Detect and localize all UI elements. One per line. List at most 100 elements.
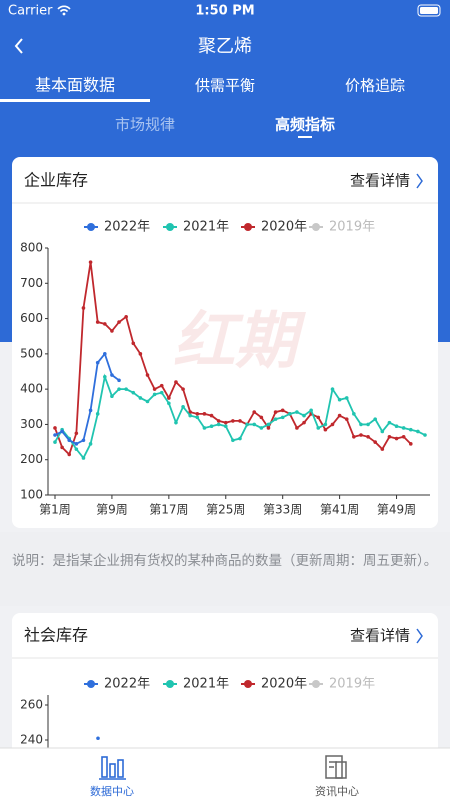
data-point (352, 412, 356, 416)
data-point (167, 396, 171, 400)
y-tick-label: 700 (20, 276, 43, 290)
data-point (288, 412, 292, 416)
y-tick-label: 300 (20, 417, 43, 431)
data-point (223, 420, 228, 425)
data-point (359, 433, 363, 437)
y-tick-label: 100 (20, 488, 43, 502)
data-point (188, 410, 192, 414)
data-point (103, 322, 107, 326)
data-point (159, 383, 164, 388)
data-point (195, 415, 200, 420)
legend-label[interactable]: 2021年 (183, 677, 229, 692)
news-icon[interactable] (325, 755, 347, 779)
data-point (316, 415, 321, 420)
data-point (174, 420, 178, 425)
y-tick-label: 800 (20, 241, 43, 255)
x-tick-label: 第1周 (39, 503, 71, 517)
data-point (266, 422, 271, 427)
legend-label[interactable]: 2022年 (104, 677, 150, 692)
data-point (181, 404, 185, 409)
x-tick-label: 第33周 (263, 503, 302, 517)
data-point (423, 433, 427, 437)
tab-bar-item[interactable]: 数据中心 (90, 784, 134, 798)
data-point (401, 434, 406, 439)
detail-link[interactable]: 查看详情 (350, 627, 410, 645)
legend-label[interactable]: 2021年 (183, 220, 229, 235)
data-point (81, 456, 86, 460)
data-point (88, 408, 93, 413)
data-point (337, 413, 342, 418)
series-line (54, 352, 120, 445)
data-point (380, 447, 385, 451)
data-point (366, 422, 370, 427)
sub-tab[interactable]: 市场规律 (115, 116, 175, 134)
tab[interactable]: 供需平衡 (195, 77, 255, 95)
tab-bar-item[interactable]: 资讯中心 (315, 785, 359, 798)
data-point (81, 438, 86, 443)
tab-bar (0, 748, 450, 800)
data-point (131, 341, 136, 346)
data-point (131, 390, 136, 395)
wifi-icon (57, 5, 71, 13)
data-point (231, 419, 235, 423)
detail-link[interactable]: 查看详情 (350, 172, 410, 190)
data-point (145, 399, 150, 404)
data-point (117, 320, 121, 324)
back-button[interactable] (14, 38, 23, 54)
data-point (110, 394, 114, 399)
data-point (53, 426, 57, 430)
data-point (53, 433, 57, 437)
legend-label[interactable]: 2022年 (104, 220, 150, 235)
x-tick-label: 第9周 (96, 503, 128, 517)
carrier: Carrier (8, 4, 53, 19)
chevron (416, 173, 423, 189)
data-point (259, 426, 264, 430)
data-point (259, 415, 264, 420)
data-point (103, 352, 107, 356)
data-point (181, 387, 185, 391)
legend-label[interactable]: 2019年 (329, 220, 375, 235)
data-point (74, 442, 79, 446)
data-point (330, 422, 335, 427)
legend-marker (244, 223, 252, 231)
legend-label[interactable]: 2020年 (261, 220, 307, 235)
legend-label[interactable]: 2019年 (329, 677, 375, 692)
data-point (53, 440, 57, 444)
tab[interactable]: 基本面数据 (35, 76, 115, 95)
data-point (223, 424, 228, 428)
data-icon[interactable] (99, 756, 126, 780)
data-point (394, 436, 399, 441)
wifi-dot (62, 12, 66, 16)
data-point (195, 412, 200, 416)
x-tick-label: 第17周 (149, 503, 188, 517)
data-point (174, 380, 178, 384)
data-point (95, 320, 100, 324)
data-point (209, 424, 214, 428)
data-point (216, 419, 221, 423)
data-point (238, 419, 242, 423)
data-point (323, 427, 328, 432)
data-point (152, 392, 157, 397)
data-point (302, 413, 306, 418)
clock: 1:50 PM (195, 4, 254, 19)
data-point (88, 260, 93, 264)
tab[interactable]: 价格追踪 (345, 77, 405, 95)
data-point (159, 390, 164, 395)
data-point (295, 426, 299, 430)
data-point (408, 442, 413, 446)
x-tick-label: 第25周 (206, 503, 245, 517)
data-point (110, 329, 114, 333)
x-tick-label: 第49周 (377, 503, 416, 517)
data-point (117, 378, 121, 383)
sub-tab[interactable]: 高频指标 (275, 116, 335, 134)
battery-level (420, 7, 438, 14)
data-point (273, 410, 278, 414)
legend-label[interactable]: 2020年 (261, 677, 307, 692)
data-point (387, 420, 392, 425)
data-point (202, 412, 207, 416)
y-tick-label: 200 (20, 452, 43, 466)
chart-2: 2022年 2021年 2020年 2019年 240 260 (20, 677, 375, 760)
data-point (152, 387, 157, 391)
